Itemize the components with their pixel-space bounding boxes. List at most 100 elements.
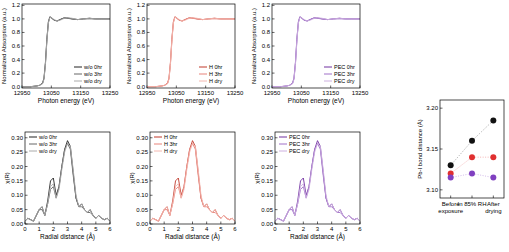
x-tick-label: 12950 (139, 90, 156, 96)
y-tick (22, 59, 25, 60)
chart-panel: 0.00.20.40.60.81.01.21295013050131501325… (126, 2, 244, 105)
x-tick (345, 222, 346, 225)
legend-label: PEC 0hr (289, 134, 310, 140)
legend-label: H dry (164, 148, 177, 154)
x-tick-label-line: In 85% RH (457, 201, 486, 207)
y-tick-label: 0.4 (12, 57, 21, 63)
legend-label: PEC 0hr (334, 64, 355, 70)
legend-swatch (29, 144, 37, 145)
legend-swatch (279, 137, 287, 138)
y-tick (150, 137, 153, 138)
legend-swatch (324, 67, 332, 68)
legend-label: H 0hr (209, 64, 223, 70)
legend: H 0hrH 3hrH dry (154, 134, 178, 154)
series-line (22, 17, 110, 87)
x-tick (301, 86, 302, 89)
x-tick-label: 13150 (197, 90, 214, 96)
y-tick (147, 59, 150, 60)
x-tick-label: 1 (287, 226, 291, 232)
legend-label: H 3hr (164, 141, 178, 147)
legend-label: w/o 3hr (38, 141, 57, 147)
y-tick-label: 0.05 (136, 207, 148, 213)
y-tick-label: 0.30 (261, 135, 273, 141)
plot-frame (440, 100, 504, 198)
legend: H 0hrH 3hrH dry (199, 64, 223, 84)
x-tick (51, 86, 52, 89)
y-tick-label: 0.15 (261, 178, 273, 184)
y-tick (147, 5, 150, 6)
y-tick (147, 73, 150, 74)
y-tick-label: 3.15 (426, 146, 438, 152)
x-tick-label: Afterdrying (485, 201, 501, 214)
x-tick (67, 222, 68, 225)
y-tick-label: 0.2 (137, 70, 146, 76)
legend-swatch (29, 137, 37, 138)
x-tick-label: 13150 (72, 90, 89, 96)
plot-frame (150, 132, 235, 224)
chart-panel: 0.00.20.40.60.81.01.21295013050131501325… (251, 2, 369, 105)
y-tick-label: 0.6 (12, 43, 21, 49)
series-line (147, 17, 235, 87)
y-axis-label: Normalized Absorption (a.u.) (251, 8, 257, 84)
x-tick-label: 5 (219, 226, 223, 232)
legend-swatch (74, 81, 82, 82)
y-tick-label: 0.15 (11, 178, 23, 184)
plot-area (272, 17, 360, 87)
x-tick-label-line: drying (485, 208, 501, 214)
chart-panel: 0.000.050.100.150.200.250.300123456Radia… (129, 132, 237, 241)
legend: w/o 0hrw/o 3hrw/o dry (74, 64, 102, 84)
y-tick (440, 189, 443, 190)
plot-area (275, 141, 360, 222)
legend-swatch (324, 81, 332, 82)
x-tick-label: In 85% RH (457, 201, 486, 207)
series-line (275, 144, 360, 222)
x-tick-label: 13250 (227, 90, 244, 96)
chart-panel: 0.00.20.40.60.81.01.21295013050131501325… (1, 2, 119, 105)
legend-swatch (279, 144, 287, 145)
legend-label: H dry (209, 78, 222, 84)
y-tick (147, 32, 150, 33)
legend: w/o 0hrw/o 3hrw/o dry (29, 134, 57, 154)
y-axis-label: χ(R) (4, 172, 10, 183)
x-tick-label: 13250 (352, 90, 369, 96)
y-tick-label: 1.0 (137, 16, 146, 22)
y-tick-label: 0.0 (262, 84, 271, 90)
x-tick (493, 196, 494, 199)
y-axis-label: χ(R) (254, 172, 260, 183)
y-tick (25, 180, 28, 181)
x-tick (81, 222, 82, 225)
x-tick-label: 13050 (168, 90, 185, 96)
plot-frame (25, 132, 110, 224)
y-tick-label: 0.10 (136, 192, 148, 198)
y-tick (147, 18, 150, 19)
y-tick-label: 0.05 (11, 207, 23, 213)
data-point (448, 162, 454, 168)
series-line (272, 18, 360, 87)
x-tick (53, 222, 54, 225)
legend-swatch (324, 74, 332, 75)
x-tick-label: 0 (273, 226, 277, 232)
y-tick-label: 1.2 (137, 2, 146, 8)
x-tick-label: 3 (316, 226, 320, 232)
legend-label: PEC 3hr (289, 141, 310, 147)
x-tick-label: 13150 (322, 90, 339, 96)
x-tick-label: 1 (162, 226, 166, 232)
x-tick-label: 4 (80, 226, 84, 232)
legend-swatch (279, 151, 287, 152)
y-tick (440, 149, 443, 150)
x-tick-label: 3 (66, 226, 70, 232)
legend-label: PEC 3hr (334, 71, 355, 77)
y-axis-label: χ(R) (129, 172, 135, 183)
y-tick (440, 108, 443, 109)
y-tick (275, 137, 278, 138)
x-tick (289, 222, 290, 225)
data-point (490, 175, 496, 181)
y-tick-label: 1.2 (262, 2, 271, 8)
y-tick (22, 5, 25, 6)
series-line (25, 141, 110, 222)
plot-frame (22, 4, 110, 88)
x-tick-label: 12950 (264, 90, 281, 96)
x-tick-label: 13050 (43, 90, 60, 96)
x-tick (39, 222, 40, 225)
y-tick (150, 166, 153, 167)
